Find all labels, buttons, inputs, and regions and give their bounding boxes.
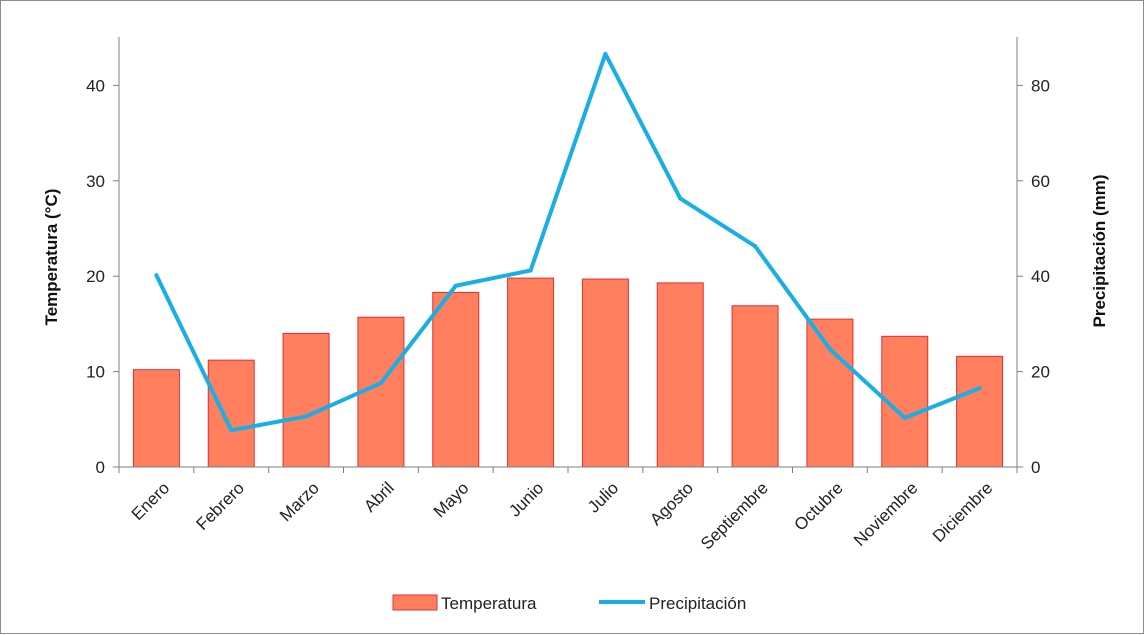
line-group	[154, 51, 982, 433]
x-category-label-marzo: Marzo	[276, 478, 323, 525]
precipitacion-line	[154, 51, 982, 433]
legend-label-temperatura: Temperatura	[441, 594, 537, 613]
precipitacion-point-febrero	[229, 428, 234, 433]
legend-swatch-temperatura	[392, 594, 438, 611]
bar-septiembre	[731, 305, 779, 468]
bar-abril	[357, 316, 405, 468]
legend: Temperatura Precipitación	[392, 594, 746, 613]
y2-tick-label-20: 20	[1031, 363, 1050, 382]
x-category-label-agosto: Agosto	[646, 478, 697, 529]
precipitacion-point-junio	[528, 268, 533, 273]
x-category-label-noviembre: Noviembre	[850, 478, 922, 550]
y-tick-label-10: 10	[86, 363, 105, 382]
y-tick-label-20: 20	[86, 267, 105, 286]
precipitacion-point-octubre	[827, 347, 832, 352]
precipitacion-point-noviembre	[902, 415, 907, 420]
x-category-label-julio: Julio	[584, 478, 622, 516]
y-tick-label-0: 0	[96, 458, 105, 477]
x-category-label-junio: Junio	[505, 478, 547, 520]
bar-diciembre	[956, 355, 1004, 468]
bar-group	[132, 277, 1004, 468]
bar-julio	[581, 278, 629, 468]
y2-tick-label-40: 40	[1031, 267, 1050, 286]
y2-tick-label-60: 60	[1031, 172, 1050, 191]
bar-marzo	[282, 332, 330, 468]
legend-label-precipitacion: Precipitación	[649, 594, 746, 613]
bar-junio	[507, 277, 555, 468]
left-tick-group: 0 10 20 30 40	[86, 76, 119, 477]
bar-agosto	[656, 282, 704, 468]
x-category-label-febrero: Febrero	[193, 478, 249, 534]
x-category-label-abril: Abril	[360, 478, 397, 515]
precipitacion-point-abril	[378, 381, 383, 386]
precipitacion-point-agosto	[678, 196, 683, 201]
x-category-label-diciembre: Diciembre	[929, 478, 997, 546]
category-label-group: Enero Febrero Marzo Abril Mayo Junio Julio Agos…	[118, 467, 1018, 553]
precipitacion-point-enero	[154, 273, 159, 278]
y-tick-label-30: 30	[86, 172, 105, 191]
y2-tick-label-80: 80	[1031, 76, 1050, 95]
precipitacion-point-diciembre	[977, 386, 982, 391]
precipitacion-point-julio	[603, 51, 608, 56]
precipitacion-point-marzo	[304, 414, 309, 419]
bar-febrero	[207, 359, 255, 468]
x-category-label-mayo: Mayo	[430, 478, 473, 521]
y2-tick-label-0: 0	[1031, 458, 1040, 477]
x-category-label-septiembre: Septiembre	[697, 478, 772, 553]
precipitacion-point-septiembre	[753, 244, 758, 249]
x-category-label-enero: Enero	[128, 478, 174, 524]
bar-mayo	[432, 291, 480, 468]
y2-axis-title: Precipitación (mm)	[1090, 174, 1109, 327]
y-tick-label-40: 40	[86, 76, 105, 95]
bar-octubre	[806, 318, 854, 468]
x-category-label-octubre: Octubre	[791, 478, 847, 534]
precipitacion-point-mayo	[453, 283, 458, 288]
y-axis-title: Temperatura (°C)	[42, 189, 61, 326]
right-tick-group: 0 20 40 60 80	[1017, 76, 1050, 477]
bar-enero	[132, 369, 180, 468]
